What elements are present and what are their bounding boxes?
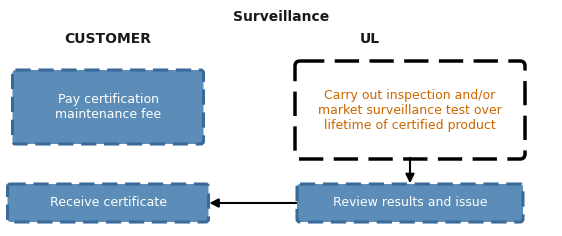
- Text: Receive certificate: Receive certificate: [49, 197, 166, 210]
- Text: Review results and issue: Review results and issue: [333, 197, 487, 210]
- Text: CUSTOMER: CUSTOMER: [65, 32, 152, 46]
- FancyBboxPatch shape: [7, 184, 209, 222]
- FancyBboxPatch shape: [297, 184, 523, 222]
- Text: Surveillance: Surveillance: [233, 10, 329, 24]
- Text: Carry out inspection and/or
market surveillance test over
lifetime of certified : Carry out inspection and/or market surve…: [318, 88, 502, 131]
- Text: UL: UL: [360, 32, 380, 46]
- FancyBboxPatch shape: [12, 70, 203, 144]
- Text: Pay certification
maintenance fee: Pay certification maintenance fee: [55, 93, 161, 121]
- FancyBboxPatch shape: [295, 61, 525, 159]
